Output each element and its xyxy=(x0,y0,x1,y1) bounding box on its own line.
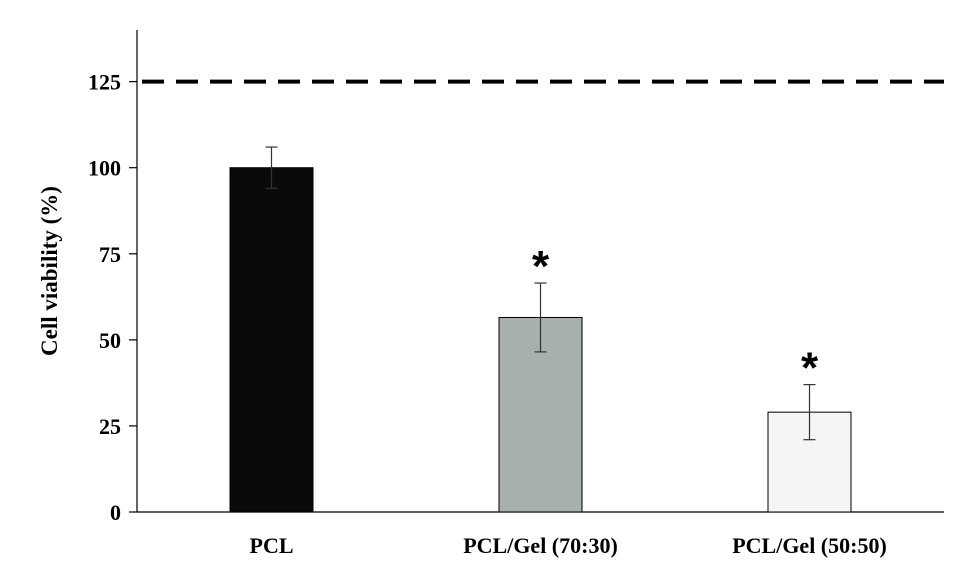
y-axis-title: Cell viability (%) xyxy=(37,186,62,356)
error-bar xyxy=(265,146,278,189)
y-tick-label: 50 xyxy=(99,328,121,353)
error-bar xyxy=(534,282,547,353)
category-labels: PCL PCL/Gel (70:30) PCL/Gel (50:50) xyxy=(250,533,887,558)
y-tick-label: 125 xyxy=(88,70,121,95)
significance-markers: ** xyxy=(532,242,819,393)
y-ticks: 0 25 50 75 100 125 xyxy=(88,70,137,525)
significance-asterisk: * xyxy=(532,242,550,291)
error-bar xyxy=(803,384,816,441)
x-category-label: PCL/Gel (50:50) xyxy=(732,533,887,558)
x-category-label: PCL/Gel (70:30) xyxy=(463,533,618,558)
error-bars xyxy=(265,146,816,441)
y-tick-label: 25 xyxy=(99,414,121,439)
bar xyxy=(229,167,314,513)
y-tick-label: 0 xyxy=(110,500,121,525)
y-tick-label: 100 xyxy=(88,156,121,181)
y-tick-label: 75 xyxy=(99,242,121,267)
significance-asterisk: * xyxy=(801,344,819,393)
x-category-label: PCL xyxy=(250,533,294,558)
